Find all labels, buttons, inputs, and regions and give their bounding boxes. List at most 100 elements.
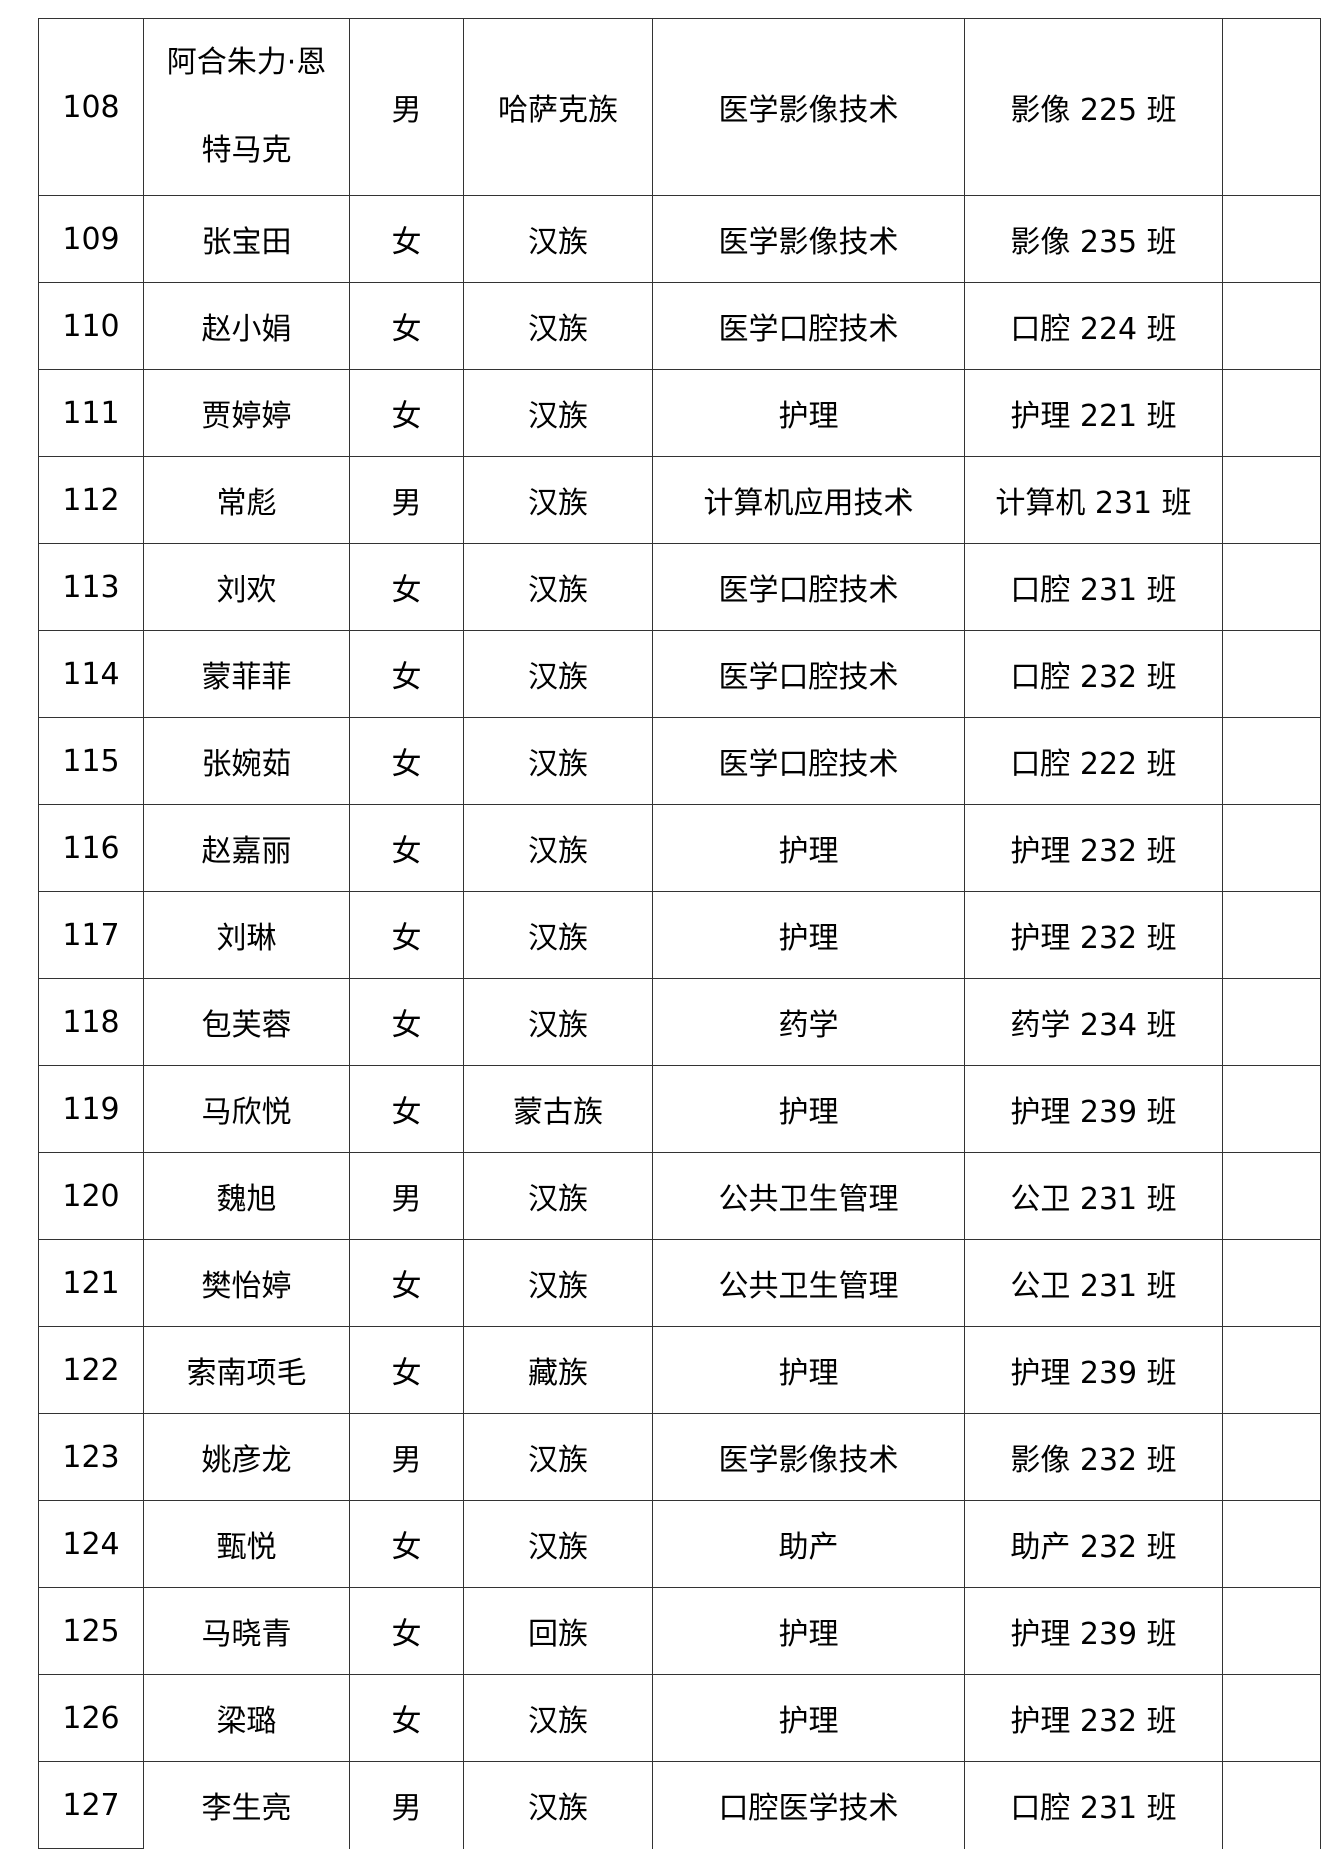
row-number-cell: 115 [38,717,144,805]
table-row: 117 刘琳女汉族 护理 护理 232 班 [38,891,1321,979]
class-name-cell: 口腔 222 班 [964,717,1223,805]
table-row: 120 魏旭男汉族 公共卫生管理 公卫 231 班 [38,1152,1321,1240]
major-cell: 护理 [652,369,965,457]
note-cell [1222,717,1321,805]
gender-cell: 女 [349,1587,464,1675]
class-name-cell: 公卫 231 班 [964,1239,1223,1327]
ethnicity-cell: 汉族 [463,891,653,979]
table-row: 118 包芙蓉女汉族 药学 药学 234 班 [38,978,1321,1066]
class-name-cell: 助产 232 班 [964,1500,1223,1588]
row-number-cell: 108 [38,18,144,196]
gender-cell: 男 [349,1152,464,1240]
note-cell [1222,456,1321,544]
table-row: 123 姚彦龙男汉族 医学影像技术 影像 232 班 [38,1413,1321,1501]
ethnicity-cell: 回族 [463,1587,653,1675]
ethnicity-cell: 汉族 [463,1674,653,1762]
table-row: 113 刘欢女汉族 医学口腔技术 口腔 231 班 [38,543,1321,631]
note-cell [1222,1761,1321,1849]
major-cell: 计算机应用技术 [652,456,965,544]
class-name-cell: 护理 239 班 [964,1065,1223,1153]
major-cell: 护理 [652,1674,965,1762]
ethnicity-cell: 汉族 [463,630,653,718]
note-cell [1222,891,1321,979]
ethnicity-cell: 汉族 [463,717,653,805]
student-name-cell: 魏旭 [143,1152,350,1240]
student-name-cell: 甄悦 [143,1500,350,1588]
student-name-cell: 索南项毛 [143,1326,350,1414]
student-name-cell: 赵小娟 [143,282,350,370]
student-name-cell: 姚彦龙 [143,1413,350,1501]
note-cell [1222,18,1321,196]
ethnicity-cell: 汉族 [463,282,653,370]
table-row: 121 樊怡婷女汉族 公共卫生管理 公卫 231 班 [38,1239,1321,1327]
note-cell [1222,195,1321,283]
class-name-cell: 护理 232 班 [964,891,1223,979]
student-name-cell: 马晓青 [143,1587,350,1675]
ethnicity-cell: 汉族 [463,456,653,544]
table-row: 115 张婉茹女汉族 医学口腔技术 口腔 222 班 [38,717,1321,805]
student-name-cell: 贾婷婷 [143,369,350,457]
row-number-cell: 126 [38,1674,144,1762]
note-cell [1222,1065,1321,1153]
row-number-cell: 125 [38,1587,144,1675]
ethnicity-cell: 蒙古族 [463,1065,653,1153]
row-number-cell: 120 [38,1152,144,1240]
note-cell [1222,543,1321,631]
student-name-line: 阿合朱力·恩 [166,45,327,80]
row-number-cell: 124 [38,1500,144,1588]
note-cell [1222,978,1321,1066]
note-cell [1222,1500,1321,1588]
gender-cell: 男 [349,1761,464,1849]
class-name-cell: 口腔 232 班 [964,630,1223,718]
gender-cell: 女 [349,717,464,805]
note-cell [1222,1413,1321,1501]
ethnicity-cell: 汉族 [463,195,653,283]
major-cell: 护理 [652,1326,965,1414]
student-name-cell: 常彪 [143,456,350,544]
student-name-line: 特马克 [201,133,292,168]
row-number-cell: 116 [38,804,144,892]
student-name-cell: 樊怡婷 [143,1239,350,1327]
note-cell [1222,1239,1321,1327]
class-name-cell: 护理 232 班 [964,804,1223,892]
gender-cell: 女 [349,630,464,718]
row-number-cell: 117 [38,891,144,979]
ethnicity-cell: 汉族 [463,1761,653,1849]
student-name-cell: 张宝田 [143,195,350,283]
gender-cell: 女 [349,369,464,457]
major-cell: 医学影像技术 [652,195,965,283]
table-row: 124 甄悦女汉族 助产 助产 232 班 [38,1500,1321,1588]
class-name-cell: 公卫 231 班 [964,1152,1223,1240]
major-cell: 护理 [652,1065,965,1153]
row-number-cell: 122 [38,1326,144,1414]
note-cell [1222,369,1321,457]
ethnicity-cell: 汉族 [463,369,653,457]
table-row: 114 蒙菲菲女汉族 医学口腔技术 口腔 232 班 [38,630,1321,718]
table-row: 125 马晓青女回族 护理 护理 239 班 [38,1587,1321,1675]
student-table: 108 阿合朱力·恩 特马克男哈萨克族 医学影像技术 影像 225 班 109 张宝田女汉族… [38,18,1321,1849]
table-row: 108 阿合朱力·恩 特马克男哈萨克族 医学影像技术 影像 225 班 [38,18,1321,196]
student-name-cell: 刘琳 [143,891,350,979]
row-number-cell: 121 [38,1239,144,1327]
gender-cell: 女 [349,1065,464,1153]
table-row: 127 李生亮男汉族 口腔医学技术 口腔 231 班 [38,1761,1321,1849]
ethnicity-cell: 哈萨克族 [463,18,653,196]
class-name-cell: 口腔 224 班 [964,282,1223,370]
gender-cell: 女 [349,804,464,892]
gender-cell: 女 [349,282,464,370]
note-cell [1222,1674,1321,1762]
major-cell: 医学口腔技术 [652,543,965,631]
student-name-cell: 蒙菲菲 [143,630,350,718]
major-cell: 护理 [652,804,965,892]
table-row: 126 梁璐女汉族 护理 护理 232 班 [38,1674,1321,1762]
ethnicity-cell: 藏族 [463,1326,653,1414]
gender-cell: 女 [349,195,464,283]
major-cell: 口腔医学技术 [652,1761,965,1849]
table-row: 119 马欣悦女蒙古族 护理 护理 239 班 [38,1065,1321,1153]
major-cell: 药学 [652,978,965,1066]
gender-cell: 男 [349,456,464,544]
note-cell [1222,630,1321,718]
gender-cell: 女 [349,543,464,631]
ethnicity-cell: 汉族 [463,804,653,892]
major-cell: 医学口腔技术 [652,630,965,718]
